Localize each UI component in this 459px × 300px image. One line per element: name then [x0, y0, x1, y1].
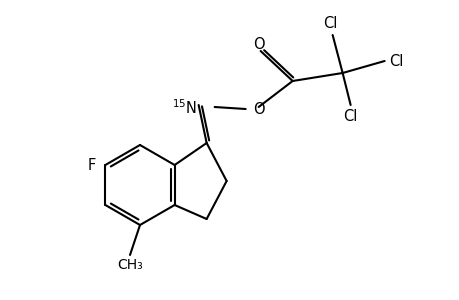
Text: Cl: Cl	[323, 16, 337, 31]
Text: O: O	[252, 37, 264, 52]
Text: $^{15}$N: $^{15}$N	[171, 99, 196, 117]
Text: Cl: Cl	[388, 53, 402, 68]
Text: O: O	[252, 101, 263, 116]
Text: Cl: Cl	[343, 109, 357, 124]
Text: CH₃: CH₃	[117, 258, 143, 272]
Text: F: F	[87, 158, 95, 172]
